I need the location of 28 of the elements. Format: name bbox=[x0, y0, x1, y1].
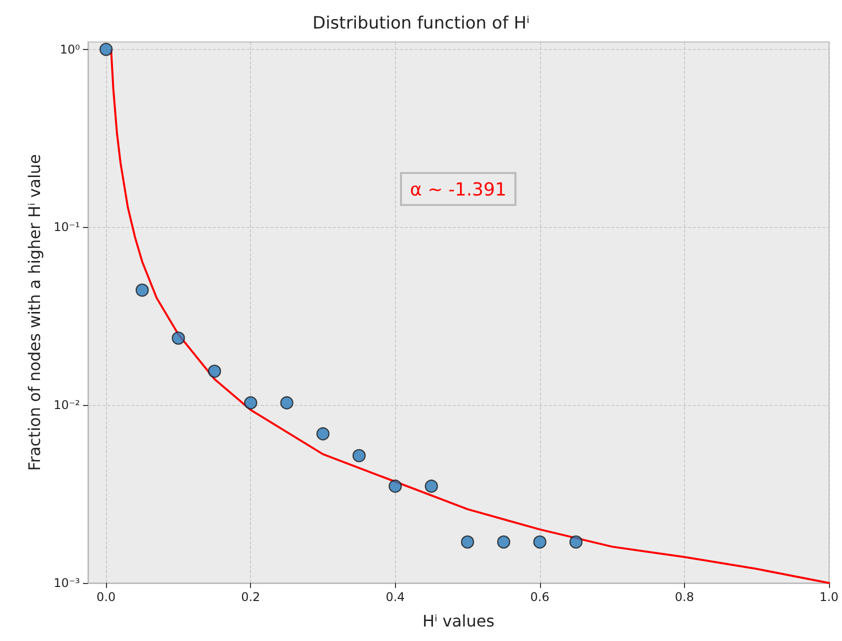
x-tick-label: 0.2 bbox=[241, 590, 260, 604]
point bbox=[316, 427, 330, 440]
point bbox=[424, 480, 438, 493]
annotation: α ~ -1.391 bbox=[410, 180, 506, 200]
y-tick-label: 10⁻¹ bbox=[54, 220, 80, 234]
point bbox=[497, 535, 510, 549]
point bbox=[280, 396, 294, 410]
chart-title: Distribution function of Hⁱ bbox=[312, 14, 530, 34]
x-tick-label: 0.6 bbox=[530, 590, 550, 604]
point bbox=[136, 284, 149, 297]
x-tick-label: 0.4 bbox=[386, 590, 405, 604]
y-tick-label: 10⁻³ bbox=[54, 576, 80, 590]
point bbox=[244, 396, 258, 410]
point bbox=[460, 535, 474, 549]
point bbox=[99, 42, 113, 56]
y-axis-title: Fraction of nodes with a higher Hⁱ value bbox=[25, 154, 44, 471]
point bbox=[533, 535, 546, 549]
y-tick-label: 10⁰ bbox=[60, 42, 80, 56]
x-tick-label: 0.8 bbox=[674, 590, 694, 604]
x-axis-title: Hⁱ values bbox=[422, 612, 495, 630]
point bbox=[569, 535, 583, 549]
y-tick-label: 10⁻² bbox=[54, 398, 80, 412]
point bbox=[172, 332, 185, 345]
x-tick-label: 1.0 bbox=[819, 590, 839, 604]
point bbox=[208, 364, 222, 378]
point bbox=[352, 449, 366, 462]
point bbox=[388, 480, 402, 493]
x-tick-label: 0.0 bbox=[96, 590, 116, 604]
